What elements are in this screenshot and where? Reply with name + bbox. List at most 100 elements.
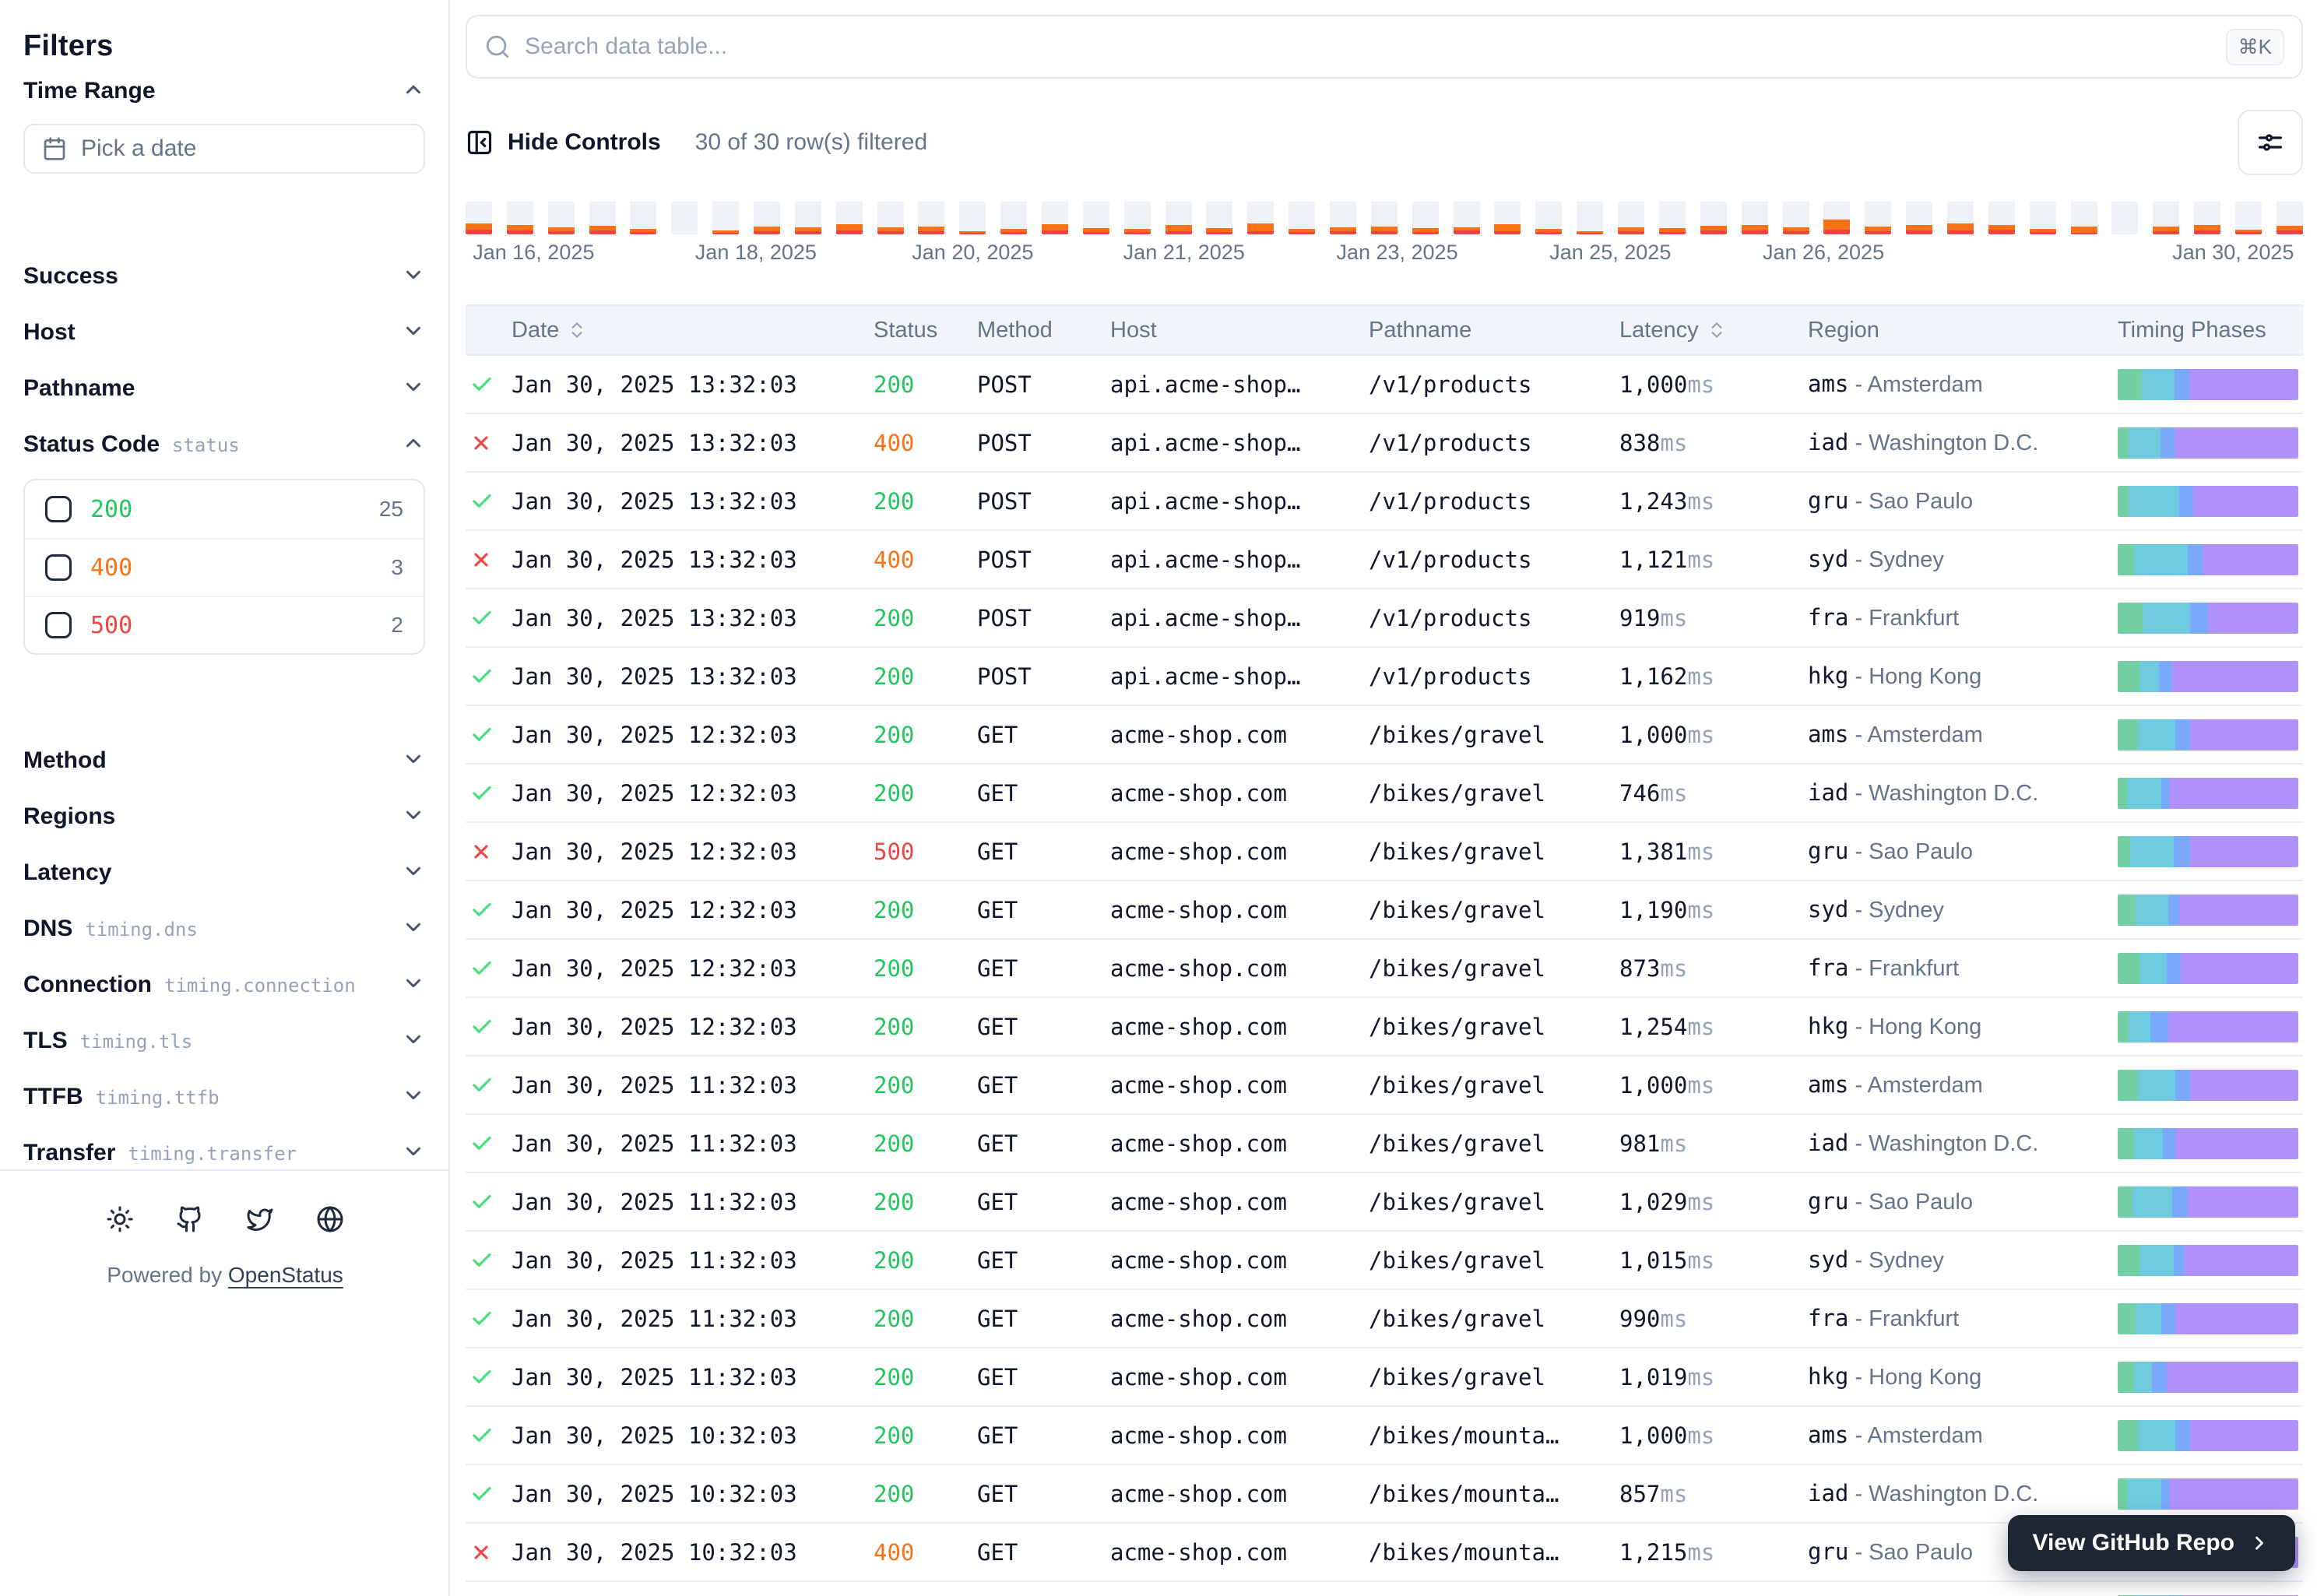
- timeline-bar[interactable]: [712, 202, 740, 234]
- table-row[interactable]: Jan 30, 2025 13:32:03 200 POST api.acme-sho…: [466, 473, 2303, 531]
- sidebar-section-host[interactable]: Host: [23, 304, 425, 360]
- section-status-code[interactable]: Status Code status: [23, 417, 425, 473]
- timeline-bar[interactable]: [1906, 202, 1933, 234]
- table-row[interactable]: Jan 30, 2025 11:32:03 200 GET acme-shop.com…: [466, 1348, 2303, 1407]
- timeline-bar[interactable]: [1082, 202, 1109, 234]
- table-row[interactable]: Jan 30, 2025 11:32:03 200 GET acme-shop.com…: [466, 1290, 2303, 1348]
- sidebar-section-ttfb[interactable]: TTFB timing.ttfb: [23, 1069, 425, 1125]
- table-row[interactable]: Jan 30, 2025 12:32:03 200 GET acme-shop.com…: [466, 706, 2303, 765]
- timeline-bar[interactable]: [1823, 202, 1851, 234]
- sidebar-section-method[interactable]: Method: [23, 733, 425, 789]
- timeline-bar[interactable]: [1618, 202, 1645, 234]
- timeline-error-segment: [1782, 231, 1809, 234]
- timeline-bar[interactable]: [918, 202, 945, 234]
- timeline-bar[interactable]: [1370, 202, 1398, 234]
- timeline-bar[interactable]: [2234, 202, 2262, 234]
- table-row[interactable]: Jan 30, 2025 13:32:03 200 POST api.acme-sho…: [466, 648, 2303, 706]
- sidebar-section-transfer[interactable]: Transfer timing.transfer: [23, 1125, 425, 1181]
- timeline-bar[interactable]: [1042, 202, 1069, 234]
- twitter-icon[interactable]: [246, 1205, 274, 1233]
- timeline-bar[interactable]: [2070, 202, 2097, 234]
- timeline-bar[interactable]: [1741, 202, 1768, 234]
- table-row[interactable]: Jan 30, 2025 11:32:03 200 GET acme-shop.com…: [466, 1056, 2303, 1115]
- sun-icon[interactable]: [106, 1205, 134, 1233]
- table-row[interactable]: Jan 30, 2025 11:32:03 200 GET acme-shop.com…: [466, 1232, 2303, 1290]
- sidebar-section-connection[interactable]: Connection timing.connection: [23, 957, 425, 1013]
- table-row[interactable]: Jan 30, 2025 12:32:03 200 GET acme-shop.com…: [466, 998, 2303, 1056]
- table-row[interactable]: Jan 30, 2025 13:32:03 200 POST api.acme-sho…: [466, 589, 2303, 648]
- view-github-repo-button[interactable]: View GitHub Repo: [2007, 1515, 2295, 1571]
- timeline-bar[interactable]: [506, 202, 533, 234]
- header-cell-latency[interactable]: Latency: [1619, 318, 1808, 343]
- timeline-bar[interactable]: [1577, 202, 1604, 234]
- timeline-bar[interactable]: [2194, 202, 2221, 234]
- status-option-400[interactable]: 400 3: [25, 538, 424, 596]
- timeline-bar[interactable]: [2153, 202, 2180, 234]
- check-icon: [466, 1424, 512, 1447]
- sidebar-section-pathname[interactable]: Pathname: [23, 360, 425, 417]
- timeline-bar[interactable]: [547, 202, 575, 234]
- table-row[interactable]: Jan 30, 2025 12:32:03 200 GET acme-shop.com…: [466, 881, 2303, 940]
- checkbox[interactable]: [45, 554, 72, 581]
- view-options-button[interactable]: [2238, 110, 2303, 175]
- table-row[interactable]: Jan 30, 2025 11:32:03 200 GET acme-shop.com…: [466, 1115, 2303, 1173]
- timeline-bar[interactable]: [2111, 202, 2139, 234]
- table-row[interactable]: Jan 30, 2025 13:32:03 400 POST api.acme-sho…: [466, 531, 2303, 589]
- header-cell-date[interactable]: Date: [512, 318, 874, 343]
- timeline-bar[interactable]: [1946, 202, 1974, 234]
- timeline-bar[interactable]: [2029, 202, 2056, 234]
- timeline-bar[interactable]: [1865, 202, 1892, 234]
- table-row[interactable]: Jan 30, 2025 13:32:03 400 POST api.acme-sho…: [466, 414, 2303, 473]
- github-icon[interactable]: [176, 1205, 204, 1233]
- sidebar-section-regions[interactable]: Regions: [23, 789, 425, 845]
- table-row[interactable]: Jan 30, 2025 12:32:03 500 GET acme-shop.com…: [466, 823, 2303, 881]
- hide-controls-button[interactable]: Hide Controls: [466, 128, 661, 156]
- status-option-200[interactable]: 200 25: [25, 480, 424, 538]
- table-row[interactable]: Jan 30, 2025 10:32:03200GETacme-shop.com…: [466, 1582, 2303, 1596]
- timeline-bar[interactable]: [1247, 202, 1275, 234]
- timeline-bar[interactable]: [630, 202, 657, 234]
- timeline-bar[interactable]: [1000, 202, 1028, 234]
- timeline-bar[interactable]: [2276, 202, 2303, 234]
- globe-icon[interactable]: [316, 1205, 344, 1233]
- timeline-bar[interactable]: [1535, 202, 1563, 234]
- timeline-bar[interactable]: [1494, 202, 1521, 234]
- timeline-bar[interactable]: [671, 202, 698, 234]
- timeline-bar[interactable]: [1782, 202, 1809, 234]
- search-input[interactable]: Search data table... ⌘K: [466, 15, 2303, 79]
- table-row[interactable]: Jan 30, 2025 12:32:03 200 GET acme-shop.com…: [466, 765, 2303, 823]
- checkbox[interactable]: [45, 496, 72, 522]
- timeline-bar[interactable]: [1453, 202, 1480, 234]
- timeline-bar[interactable]: [1700, 202, 1727, 234]
- table-row[interactable]: Jan 30, 2025 13:32:03 200 POST api.acme-sho…: [466, 356, 2303, 414]
- sidebar-section-latency[interactable]: Latency: [23, 845, 425, 901]
- date-picker-input[interactable]: Pick a date: [23, 124, 425, 174]
- timeline-bar[interactable]: [1206, 202, 1233, 234]
- openstatus-link[interactable]: OpenStatus: [227, 1263, 343, 1287]
- timeline-bar[interactable]: [959, 202, 986, 234]
- timeline-bar[interactable]: [1412, 202, 1439, 234]
- status-option-500[interactable]: 500 2: [25, 596, 424, 653]
- timeline-bar[interactable]: [1289, 202, 1316, 234]
- header-label: Method: [977, 317, 1053, 343]
- checkbox[interactable]: [45, 612, 72, 638]
- timeline-bar[interactable]: [877, 202, 904, 234]
- timeline-bar[interactable]: [466, 202, 492, 234]
- timeline-bar[interactable]: [794, 202, 821, 234]
- section-time-range[interactable]: Time Range: [23, 63, 425, 119]
- sidebar-section-success[interactable]: Success: [23, 248, 425, 304]
- table-row[interactable]: Jan 30, 2025 11:32:03 200 GET acme-shop.com…: [466, 1173, 2303, 1232]
- timeline-bar[interactable]: [754, 202, 781, 234]
- timeline-bar[interactable]: [1123, 202, 1151, 234]
- timeline-bar[interactable]: [589, 202, 616, 234]
- sidebar-section-tls[interactable]: TLS timing.tls: [23, 1013, 425, 1069]
- table-row[interactable]: Jan 30, 2025 12:32:03 200 GET acme-shop.com…: [466, 940, 2303, 998]
- timeline-bar[interactable]: [1165, 202, 1192, 234]
- timeline-bar[interactable]: [1330, 202, 1357, 234]
- timeline-bar[interactable]: [1988, 202, 2015, 234]
- timeline-bar[interactable]: [835, 202, 863, 234]
- timeline-bar[interactable]: [1658, 202, 1686, 234]
- sidebar-section-dns[interactable]: DNS timing.dns: [23, 901, 425, 957]
